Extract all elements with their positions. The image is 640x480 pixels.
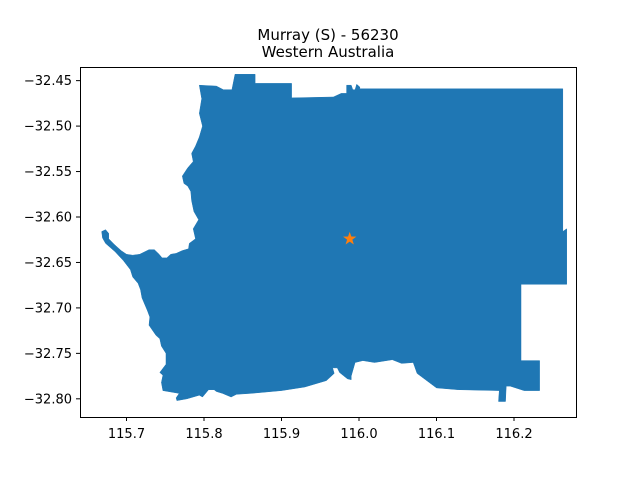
x-axis: 115.7 115.8 115.9 116.0 116.1 116.2 [108,417,533,442]
y-tick-label: −32.60 [24,211,72,226]
y-tick-label: −32.50 [24,120,72,135]
x-tick-label: 116.2 [495,427,532,442]
location-star-marker [343,231,357,245]
y-tick-label: −32.75 [24,347,72,362]
chart-title: Murray (S) - 56230 [257,26,399,44]
region-polygon [101,74,567,402]
y-tick-label: −32.45 [24,74,72,89]
y-tick-label: −32.80 [24,392,72,407]
y-axis: −32.45 −32.50 −32.55 −32.60 −32.65 −32.70 −32.… [24,74,80,407]
x-tick-label: 115.9 [263,427,300,442]
region-layer [101,74,567,402]
x-tick-label: 115.7 [108,427,145,442]
x-tick-label: 115.8 [185,427,222,442]
y-tick-label: −32.70 [24,301,72,316]
y-tick-label: −32.65 [24,256,72,271]
y-tick-label: −32.55 [24,165,72,180]
chart-subtitle: Western Australia [261,43,395,61]
marker-layer [343,231,357,245]
x-tick-label: 116.1 [418,427,455,442]
x-tick-label: 116.0 [340,427,377,442]
